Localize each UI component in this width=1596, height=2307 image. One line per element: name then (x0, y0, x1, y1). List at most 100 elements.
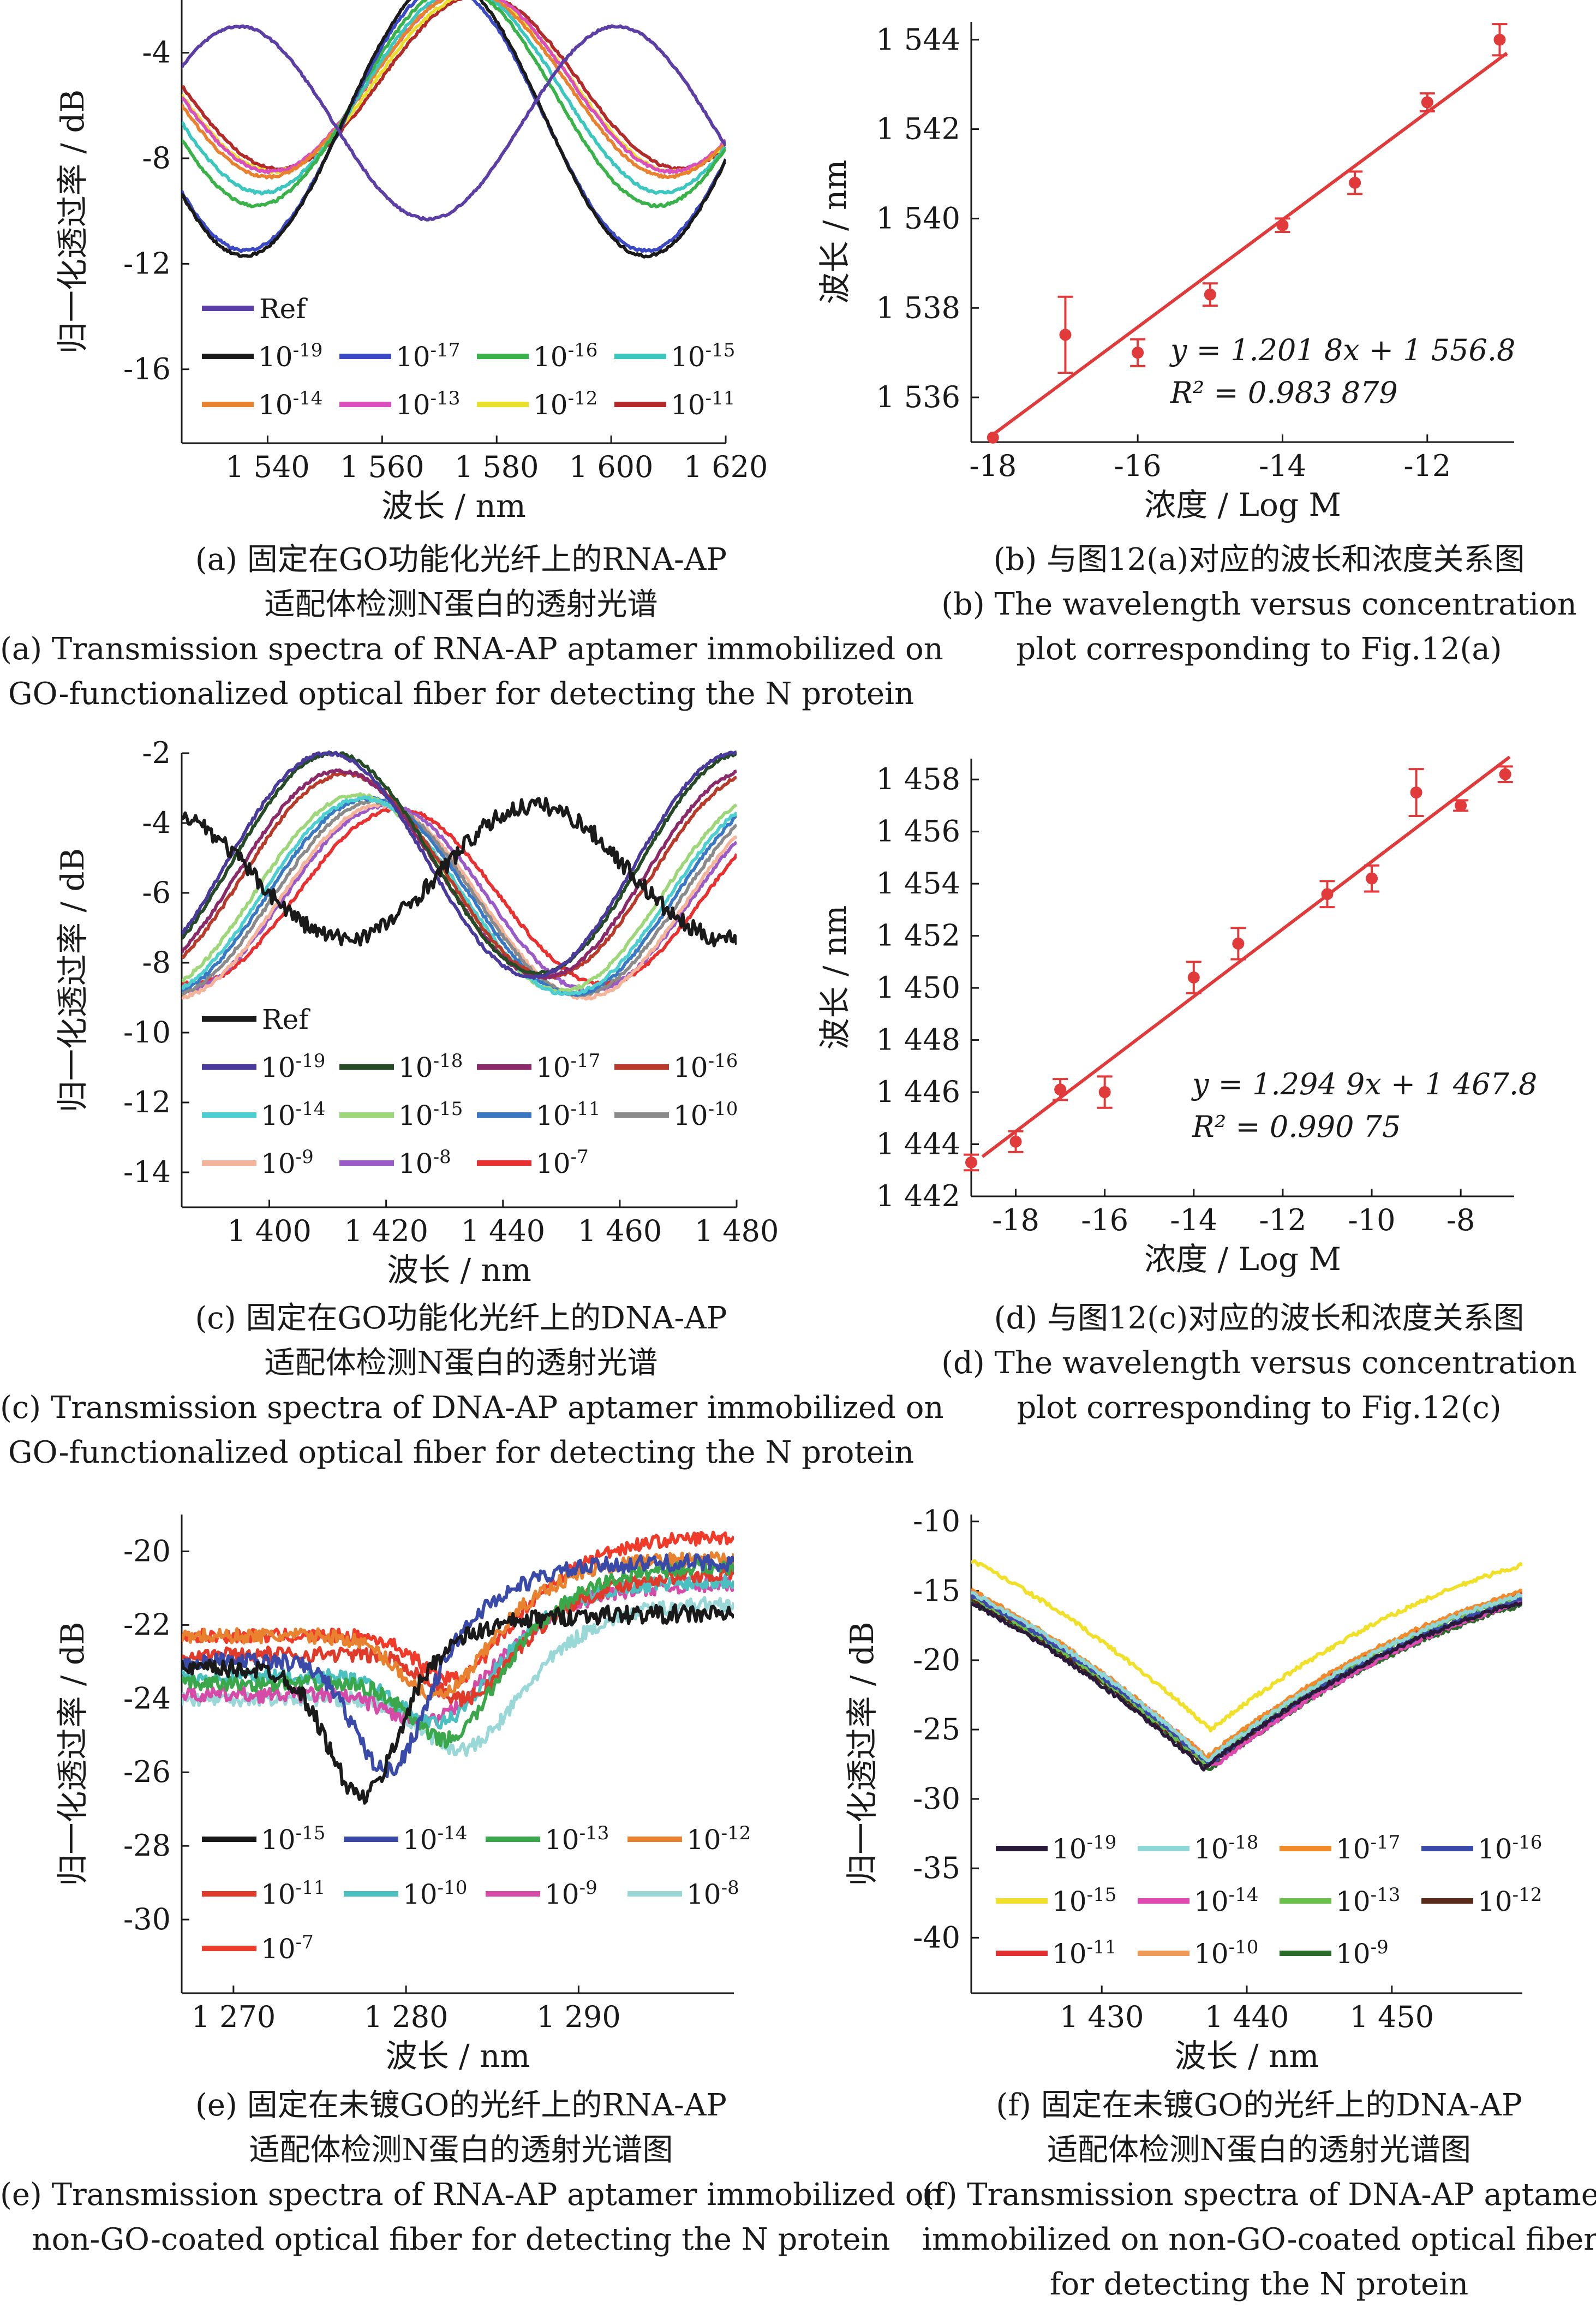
x-tick-label: 1 560 (340, 450, 425, 484)
legend-label: 10-11 (536, 1098, 600, 1131)
legend-label: 10-17 (396, 339, 460, 373)
fit-line (981, 755, 1511, 1158)
y-tick-label: -25 (913, 1712, 960, 1746)
series-line-10-14 (182, 1553, 734, 1779)
x-tick-label: 1 270 (192, 2000, 276, 2034)
data-point (1009, 1135, 1022, 1148)
legend-label: 10-9 (1336, 1936, 1389, 1970)
legend-label: 10-12 (1478, 1884, 1542, 1917)
series-line-10-15 (971, 1559, 1522, 1733)
caption-b-en-line1: (b) The wavelength versus concentration (941, 587, 1577, 622)
plot-area-c (182, 750, 737, 1001)
fit-line (988, 51, 1508, 439)
series-line-10-8 (182, 1596, 734, 1757)
chart-e: 1 270 1 280 1 290 -20 -22 -24 -26 -28 -30 波长 / nm… (54, 1515, 751, 2074)
x-tick-label: 1 480 (695, 1214, 779, 1248)
series-line-10-14 (182, 795, 737, 997)
legend-label: 10-12 (533, 388, 597, 421)
y-tick-label: 1 450 (876, 970, 960, 1005)
data-point (1366, 872, 1378, 885)
legend-label: 10-9 (261, 1146, 314, 1179)
y-tick-label: -30 (913, 1781, 960, 1816)
series-line-10-19 (971, 1601, 1522, 1772)
x-tick-label: -18 (969, 449, 1017, 483)
x-tick-label: 1 460 (578, 1214, 662, 1248)
legend-label: 10-13 (396, 388, 460, 421)
legend-label: 10-17 (1336, 1832, 1400, 1865)
legend-label: 10-10 (403, 1877, 467, 1910)
x-tick-label: 1 600 (569, 450, 654, 484)
x-axis-label: 波长 / nm (1175, 2037, 1319, 2074)
caption-c: (c) 固定在GO功能化光纤上的DNA-AP 适配体检测N蛋白的透射光谱 (c)… (0, 1296, 944, 1475)
y-tick-label: -22 (123, 1607, 171, 1642)
caption-d: (d) 与图12(c)对应的波长和浓度关系图 (d) The wavelengt… (922, 1296, 1596, 1430)
series-line-Ref (182, 24, 726, 222)
plot-area-e (182, 1530, 734, 1805)
x-tick-label: 1 440 (1205, 2000, 1289, 2034)
legend-label: 10-14 (261, 1098, 325, 1131)
caption-d-en-line2: plot corresponding to Fig.12(c) (1017, 1390, 1502, 1426)
series-line-10-7 (182, 1530, 734, 1686)
caption-c-zh-line1: (c) 固定在GO功能化光纤上的DNA-AP (195, 1301, 727, 1336)
x-tick-label: -12 (1403, 449, 1451, 483)
y-tick-label: -8 (142, 945, 171, 980)
series-line-10-14 (182, 0, 726, 180)
y-tick-label: -2 (142, 736, 171, 770)
data-point (965, 1156, 977, 1169)
y-tick-label: 1 452 (876, 919, 960, 953)
legend-label: 10-8 (398, 1146, 451, 1179)
chart-d: -18 -16 -14 -12 -10 -8 1 442 1 444 1 446 1 448 1 4… (816, 755, 1537, 1278)
series-line-Ref (182, 796, 737, 947)
data-point (1204, 288, 1216, 301)
data-point (1421, 96, 1433, 109)
y-tick-label: 1 448 (876, 1023, 960, 1057)
y-tick-label: -30 (123, 1902, 171, 1936)
caption-b-en-line2: plot corresponding to Fig.12(a) (1016, 631, 1502, 667)
caption-a-en-line2: GO-functionalized optical fiber for dete… (8, 676, 914, 712)
data-point (1232, 937, 1245, 950)
fit-r-squared: R² = 0.990 75 (1192, 1110, 1401, 1144)
x-tick-label: 1 420 (344, 1214, 428, 1248)
legend-f: 10-19 10-18 10-17 10-16 10-15 10-14 10-13 10-12… (996, 1832, 1542, 1970)
caption-e-en-line2: non-GO-coated optical fiber for detectin… (32, 2222, 890, 2257)
y-tick-label: 1 540 (876, 201, 960, 235)
legend-label: 10-16 (1478, 1832, 1542, 1865)
caption-d-en-line1: (d) The wavelength versus concentration (941, 1345, 1577, 1381)
caption-f-zh-line2: 适配体检测N蛋白的透射光谱图 (1047, 2132, 1471, 2168)
data-point (1276, 219, 1289, 231)
plot-area-a (182, 0, 726, 259)
caption-f-en-line1: (f) Transmission spectra of DNA-AP aptam… (922, 2177, 1596, 2213)
legend-label: 10-14 (258, 388, 322, 421)
x-tick-label: 1 450 (1349, 2000, 1434, 2034)
legend-label: 10-15 (1052, 1884, 1116, 1917)
y-axis-label: 波长 / nm (816, 905, 853, 1050)
y-tick-label: -20 (123, 1534, 171, 1568)
legend-label: 10-14 (1194, 1884, 1258, 1917)
chart-c: 1 400 1 420 1 440 1 460 1 480 -2 -4 -6 -8 -10 -12 -… (54, 736, 779, 1289)
y-tick-label: 1 456 (876, 814, 960, 849)
legend-label: 10-19 (258, 339, 322, 373)
x-tick-label: 1 620 (684, 450, 768, 484)
caption-c-zh-line2: 适配体检测N蛋白的透射光谱 (264, 1345, 658, 1381)
legend-label: 10-13 (545, 1822, 609, 1856)
x-tick-label: -16 (1081, 1203, 1128, 1237)
data-point (1054, 1083, 1067, 1096)
legend-label: 10-8 (686, 1877, 739, 1910)
y-tick-label: -40 (913, 1920, 960, 1954)
legend-label: 10-11 (261, 1877, 325, 1910)
legend-label: 10-11 (671, 388, 735, 421)
caption-b-zh-line1: (b) 与图12(a)对应的波长和浓度关系图 (993, 542, 1525, 577)
legend-c: Ref 10-19 10-18 10-17 10-16 10-14 10-15 10-11 10… (202, 1004, 738, 1179)
x-tick-label: -14 (1170, 1203, 1217, 1237)
data-point (1059, 329, 1072, 341)
caption-f-zh-line1: (f) 固定在未镀GO的光纤上的DNA-AP (996, 2088, 1522, 2123)
legend-label: 10-13 (1336, 1884, 1400, 1917)
series-line-10-15 (182, 0, 726, 196)
legend-label: 10-10 (1194, 1936, 1258, 1970)
caption-a-zh-line1: (a) 固定在GO功能化光纤上的RNA-AP (195, 542, 727, 577)
y-tick-label: -10 (913, 1504, 960, 1539)
y-tick-label: -6 (142, 875, 171, 910)
x-tick-label: -16 (1114, 449, 1162, 483)
data-point (1098, 1086, 1111, 1099)
